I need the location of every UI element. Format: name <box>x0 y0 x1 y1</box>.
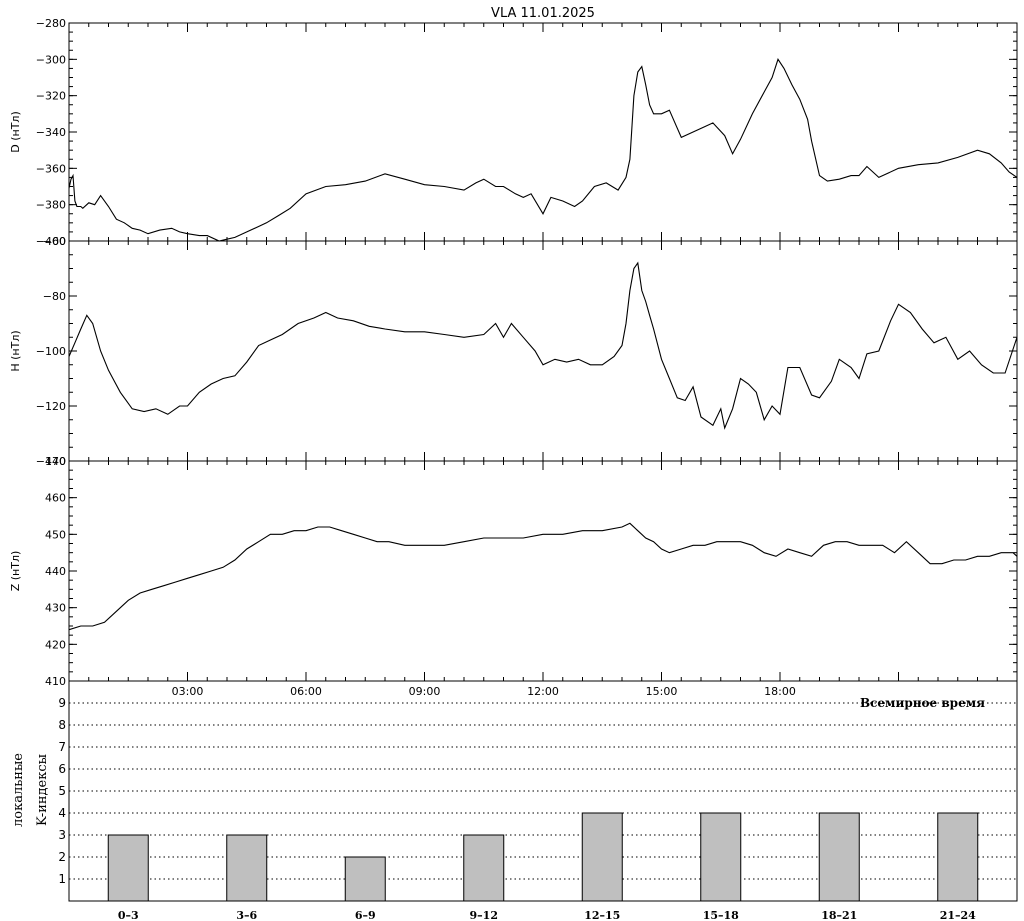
panel-d: −280 −300 −320 −340 −360 −380 −400 D (нТл) <box>9 17 1018 248</box>
y-axis-label-z: Z (нТл) <box>9 551 22 592</box>
time-axis-label: Всемирное время <box>860 696 985 710</box>
time-tick-label: 06:00 <box>290 685 322 698</box>
time-tick-label: 12:00 <box>527 685 559 698</box>
y-tick-label: −300 <box>36 53 66 66</box>
series-line-d <box>68 58 1018 242</box>
k-bar <box>937 812 979 902</box>
k-bar <box>107 834 149 902</box>
y-tick-label: −380 <box>36 199 66 212</box>
k-category-label: 21–24 <box>940 909 976 921</box>
k-category-label: 0–3 <box>118 909 139 921</box>
k-bar <box>344 856 386 902</box>
k-bar <box>818 812 860 902</box>
y-axis-label-d: D (нТл) <box>9 111 22 153</box>
y-tick-label: 410 <box>45 675 66 688</box>
k-tick-label: 7 <box>58 740 66 754</box>
k-tick-label: 2 <box>58 850 66 864</box>
y-tick-label: −280 <box>36 17 66 30</box>
k-category-label: 12–15 <box>584 909 620 921</box>
k-category-label: 3–6 <box>236 909 257 921</box>
k-tick-label: 4 <box>58 806 66 820</box>
y-tick-label: −80 <box>43 290 66 303</box>
panel-frame-d <box>68 22 1018 242</box>
time-axis: 03:00 06:00 09:00 12:00 15:00 18:00 <box>172 685 796 698</box>
time-tick-label: 03:00 <box>172 685 204 698</box>
k-axis-label-line2: K-индексы <box>35 754 50 826</box>
series-line-z <box>68 522 1018 631</box>
k-tick-label: 5 <box>58 784 66 798</box>
time-tick-label: 18:00 <box>764 685 796 698</box>
panel-frame-h <box>68 240 1018 462</box>
series-line-h <box>68 261 1018 430</box>
y-tick-label: 450 <box>45 528 66 541</box>
y-tick-label: −340 <box>36 126 66 139</box>
y-tick-label: −320 <box>36 90 66 103</box>
k-bar <box>581 812 623 902</box>
y-tick-label: −120 <box>36 400 66 413</box>
y-tick-label: −360 <box>36 162 66 175</box>
y-tick-label: −140 <box>36 455 66 468</box>
k-axis-title: локальные K-индексы <box>11 753 50 827</box>
k-category-label: 15–18 <box>703 909 739 921</box>
y-tick-label: −100 <box>36 345 66 358</box>
y-tick-label: −400 <box>36 235 66 248</box>
k-tick-label: 1 <box>58 872 66 886</box>
k-category-label: 9–12 <box>470 909 498 921</box>
y-tick-label: 440 <box>45 565 66 578</box>
chart-title: VLA 11.01.2025 <box>491 6 595 21</box>
y-axis-label-h: H (нТл) <box>9 330 22 371</box>
k-tick-label: 9 <box>58 696 66 710</box>
y-tick-label: 460 <box>45 492 66 505</box>
k-tick-label: 8 <box>58 718 66 732</box>
k-tick-label: 3 <box>58 828 66 842</box>
time-tick-label: 09:00 <box>409 685 441 698</box>
y-tick-label: 420 <box>45 638 66 651</box>
panel-k-index: 1 2 3 4 5 6 7 8 9 0–3 3–6 6–9 9–12 12–15 15–18 18–21 21–… <box>58 680 1018 921</box>
k-tick-label: 6 <box>58 762 66 776</box>
k-bar <box>463 834 505 902</box>
k-axis-label-line1: локальные <box>11 753 26 827</box>
panel-z: 470 460 450 440 430 420 410 Z (нТл) <box>9 455 1018 688</box>
k-bar <box>226 834 268 902</box>
y-tick-label: 430 <box>45 602 66 615</box>
k-category-label: 18–21 <box>821 909 857 921</box>
panel-h: −60 −80 −100 −120 −140 H (нТл) <box>9 235 1018 468</box>
y-tick-label: 470 <box>45 455 66 468</box>
y-tick-label: −60 <box>43 235 66 248</box>
k-bar <box>700 812 742 902</box>
time-tick-label: 15:00 <box>646 685 678 698</box>
k-category-label: 6–9 <box>355 909 376 921</box>
